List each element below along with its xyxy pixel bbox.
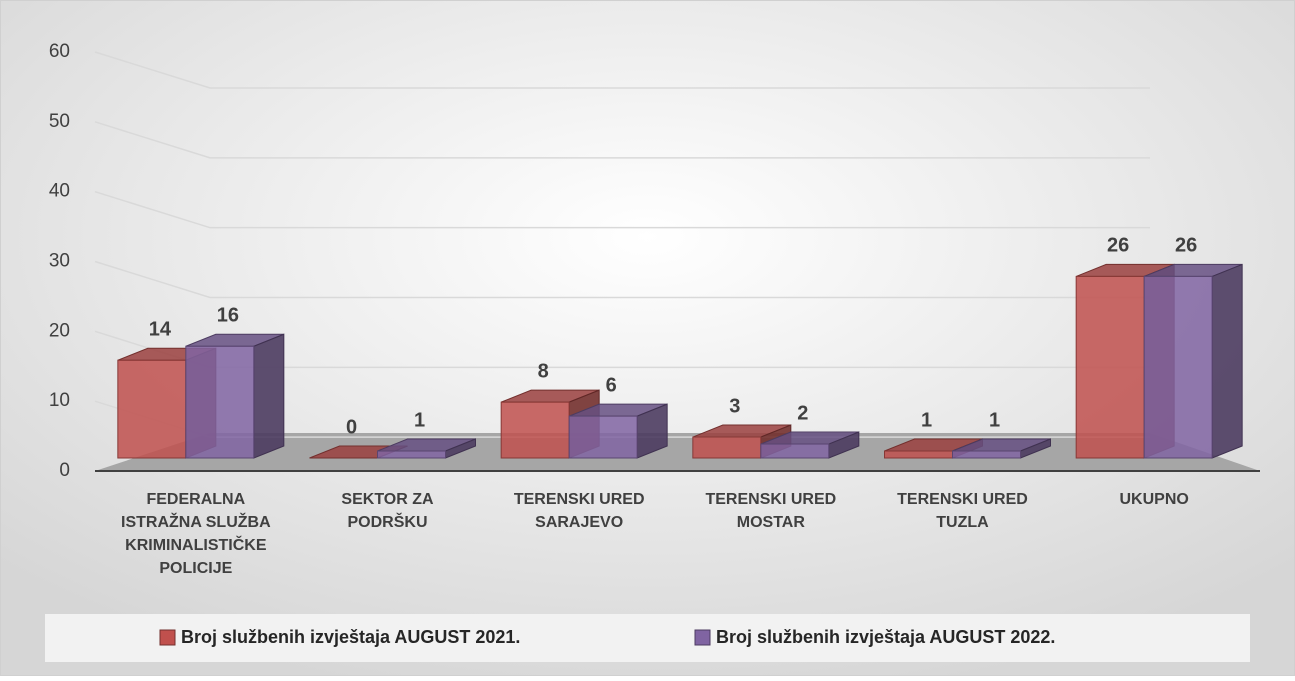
y-tick-label: 40 bbox=[49, 181, 70, 202]
data-label: 2 bbox=[797, 402, 808, 424]
bar bbox=[884, 450, 953, 459]
bar bbox=[1075, 275, 1145, 459]
y-tick-label: 30 bbox=[49, 251, 70, 272]
x-tick-label: UKUPNO bbox=[1119, 491, 1188, 508]
grid-line bbox=[94, 260, 1150, 299]
data-label: 3 bbox=[729, 395, 740, 417]
data-label: 1 bbox=[414, 409, 425, 431]
legend bbox=[45, 614, 1250, 662]
x-tick-label: TERENSKI URED TUZLA bbox=[897, 491, 1028, 531]
data-label: 8 bbox=[538, 360, 549, 382]
x-tick-label: FEDERALNA ISTRAŽNA SLUŽBA KRIMINALISTIČKE P… bbox=[121, 491, 271, 577]
legend-swatch bbox=[159, 629, 176, 646]
data-label: 16 bbox=[217, 305, 239, 327]
legend-label: Broj službenih izvještaja AUGUST 2022. bbox=[716, 627, 1055, 647]
bar-side bbox=[1211, 263, 1243, 459]
grid-line bbox=[94, 121, 1150, 159]
data-label: 1 bbox=[989, 409, 1000, 431]
bar bbox=[692, 436, 762, 459]
bar bbox=[568, 415, 638, 459]
legend-swatch bbox=[694, 629, 711, 646]
data-label: 1 bbox=[921, 409, 932, 431]
data-label: 14 bbox=[149, 319, 172, 341]
grid-line bbox=[94, 51, 1150, 89]
bar bbox=[760, 443, 830, 459]
bar bbox=[185, 345, 255, 459]
bar bbox=[952, 450, 1021, 459]
bar bbox=[1143, 275, 1213, 459]
bar bbox=[117, 359, 187, 459]
bar-side bbox=[253, 333, 285, 459]
data-label: 0 bbox=[346, 416, 357, 438]
bar bbox=[500, 401, 570, 459]
data-label: 26 bbox=[1175, 235, 1197, 257]
grid-line bbox=[94, 190, 1150, 229]
data-label: 26 bbox=[1107, 235, 1129, 257]
x-tick-label: TERENSKI URED MOSTAR bbox=[705, 491, 836, 531]
y-tick-label: 20 bbox=[49, 320, 70, 341]
bar bbox=[377, 450, 446, 459]
y-tick-label: 60 bbox=[49, 41, 70, 62]
y-tick-label: 0 bbox=[59, 460, 70, 481]
y-tick-label: 10 bbox=[49, 390, 70, 411]
data-label: 6 bbox=[606, 374, 617, 396]
x-tick-label: SEKTOR ZA PODRŠKU bbox=[341, 491, 434, 531]
y-tick-label: 50 bbox=[49, 111, 70, 132]
x-tick-label: TERENSKI URED SARAJEVO bbox=[514, 491, 645, 531]
legend-label: Broj službenih izvještaja AUGUST 2021. bbox=[181, 627, 520, 647]
